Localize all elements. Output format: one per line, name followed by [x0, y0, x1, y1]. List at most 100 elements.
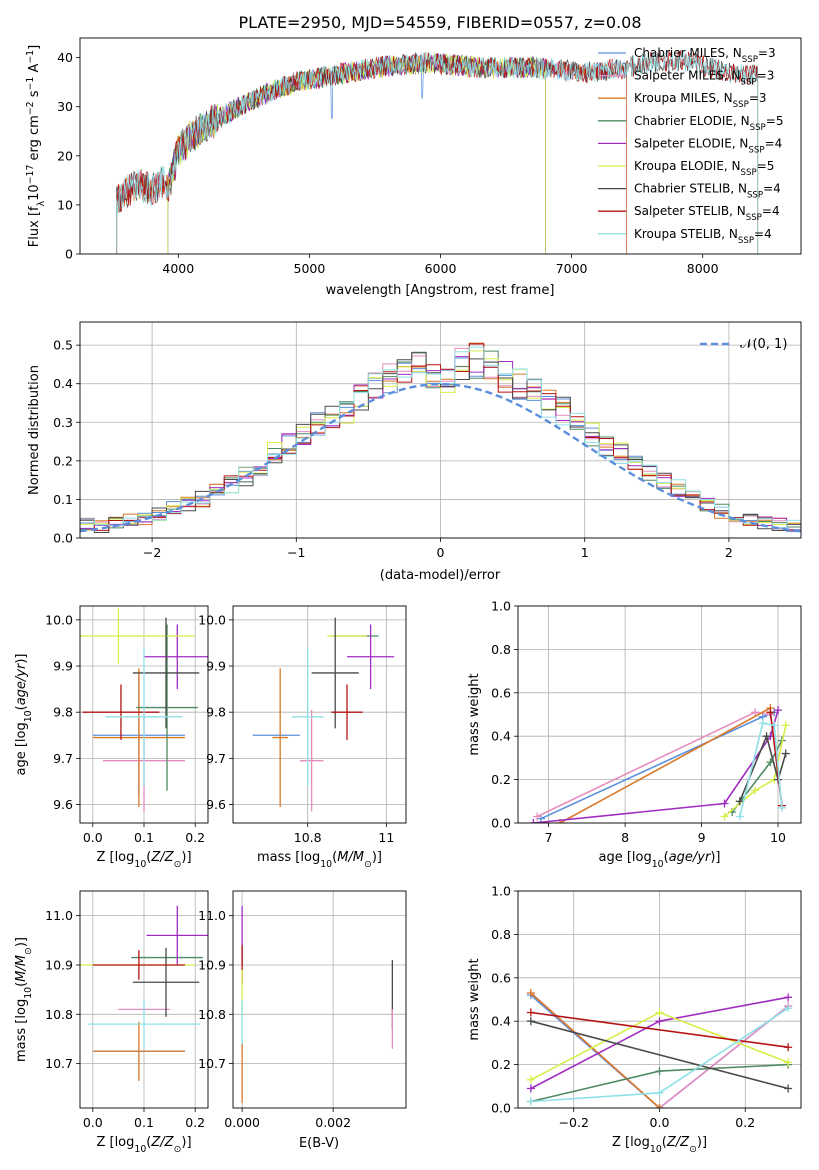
mass_vs_Z-ylabel-part: 10 [23, 987, 34, 999]
age_vs_Z-ylabel-part: age [ [14, 742, 29, 775]
residuals-ytick-label: 0.0 [53, 531, 73, 546]
weight_vs_Z-xlabel-part: Z/Z [666, 1135, 690, 1150]
age_vs_mass-xlabel-part: 10 [320, 859, 332, 870]
weight_vs_age-point [720, 799, 729, 808]
age_vs_mass-ytick-label: 9.9 [206, 659, 226, 674]
residuals-ylabel: Normed distribution [27, 365, 42, 495]
weight_vs_age-ytick-label: 0.4 [491, 729, 511, 744]
weight_vs_age-series-line [739, 722, 783, 817]
mass_vs_Z-ytick-label: 10.9 [45, 957, 73, 972]
spectrum-ytick-label: 30 [57, 99, 73, 114]
legend-entry-part: Salpeter STELIB, N [634, 204, 746, 218]
age_vs_mass-plot-area [233, 606, 406, 823]
weight_vs_age-axes: 7 8 9 10 0.0 0.2 0.4 0.6 0.8 1.0 [491, 599, 801, 845]
weight_vs_age-ytick-label: 0.6 [491, 685, 511, 700]
legend-entry-part: SSP [746, 213, 762, 223]
age_vs_mass-frame [232, 605, 407, 824]
age_vs_Z-frame [79, 605, 209, 824]
mass_vs_Z-xlabel-part: 10 [134, 1144, 146, 1155]
spectrum-ylabel-part: −17 [25, 165, 36, 185]
spectrum-ytick-label: 20 [57, 148, 73, 163]
residual-histogram [80, 350, 801, 525]
age_vs_Z-ytick-label: 9.7 [53, 751, 73, 766]
spectrum-ylabel-part: 10 [27, 184, 42, 201]
age_vs_Z-xtick-label: 0.0 [83, 830, 103, 845]
normal-curve [79, 382, 802, 533]
residuals-ytick-label: 0.5 [53, 338, 73, 353]
legend-entry-part: Chabrier MILES, N [634, 46, 742, 60]
age_vs_mass-xlabel-part: ⊙ [364, 859, 372, 870]
weight_vs_Z-point [655, 1008, 664, 1017]
legend-entry-part: =3 [749, 91, 767, 105]
weight_vs_age-point [529, 819, 538, 823]
mass_vs_Z-xlabel-part: log [115, 1135, 135, 1150]
mass_vs_Z-axes: 0.0 0.1 0.2 10.7 10.8 10.9 11.0 [45, 891, 208, 1130]
legend-entry-part: SSP [747, 191, 763, 201]
mass_vs_Z-ylabel-part: )] [14, 937, 29, 947]
residual-histogram [80, 343, 801, 531]
age_vs_Z-xlabel-part: Z/Z [150, 850, 174, 865]
spectrum-axes: 4000 5000 6000 7000 8000 0 10 20 30 40 [57, 38, 801, 276]
legend-entry-part: SSP [748, 145, 764, 155]
legend-entry-part: Chabrier ELODIE, N [634, 114, 750, 128]
legend-entry-part: SSP [742, 55, 758, 65]
weight_vs_Z-point [655, 1017, 664, 1026]
residuals-xtick-label: 0 [437, 545, 445, 560]
weight_vs_age-point [781, 749, 790, 758]
legend-entry-part: SSP [750, 123, 766, 133]
age_vs_mass-ytick-label: 9.8 [206, 705, 226, 720]
spectrum-ytick-label: 0 [65, 247, 73, 262]
weight_vs_Z-frame [517, 890, 802, 1109]
weight_vs_age-plot-area [518, 606, 801, 823]
legend-entry-part: =5 [757, 159, 775, 173]
spectrum-xtick-label: 5000 [294, 261, 326, 276]
legend-entry-part: SSP [741, 78, 757, 88]
spectrum-plot-area [80, 38, 801, 254]
age_vs_mass-axes: 10.8 11 9.6 9.7 9.8 9.9 10.0 [198, 606, 406, 845]
legend-entry: Salpeter ELODIE, NSSP=4 [634, 136, 782, 155]
mass_vs_Z-xtick-label: 0.0 [83, 1115, 103, 1130]
legend-entry-part: SSP [738, 236, 754, 246]
spectrum-ylabel-part: erg cm [27, 115, 42, 164]
age_vs_Z-ylabel: age [log10(age/yr)] [14, 653, 34, 775]
age_vs_Z-ylabel-part: log [14, 722, 29, 742]
mass_vs_Z-ylabel-part: mass [ [14, 1019, 29, 1062]
mass_vs_EBV-xtick-label: 0.002 [315, 1115, 351, 1130]
residuals-ytick-label: 0.4 [53, 376, 73, 391]
legend-entry-part: Kroupa MILES, N [634, 91, 733, 105]
mass_vs_EBV-xlabel: E(B-V) [299, 1136, 339, 1151]
weight_vs_Z-point [655, 1088, 664, 1097]
mass_vs_Z-xtick-label: 0.1 [134, 1115, 154, 1130]
legend-entry-part: Salpeter MILES, N [634, 69, 741, 83]
age_vs_mass-xlabel-part: ( [332, 850, 337, 865]
legend-entry-part: =4 [765, 136, 783, 150]
weight_vs_age-point [720, 812, 729, 821]
mass_vs_Z-ylabel-part: M/M [14, 955, 29, 982]
weight_vs_Z-ylabel: mass weight [467, 958, 482, 1040]
age_vs_mass-ytick-label: 9.7 [206, 751, 226, 766]
spectrum-ytick-label: 40 [57, 50, 73, 65]
spectrum-ylabel-part: −2 [25, 101, 36, 115]
weight_vs_age-point [751, 708, 760, 717]
age_vs_mass-xtick-label: 10.8 [294, 830, 322, 845]
weight_vs_Z-xtick-label: −0.2 [559, 1115, 589, 1130]
spectrum-ylabel-part: A [27, 64, 42, 77]
age_vs_Z-xlabel-part: ⊙ [174, 859, 182, 870]
age_vs_mass-xlabel-part: M/M [337, 850, 364, 865]
mass_vs_Z-xlabel-part: ⊙ [174, 1144, 182, 1155]
weight_vs_Z-point [526, 1017, 535, 1026]
weight_vs_age-point [735, 812, 744, 821]
weight_vs_age-point [774, 706, 783, 715]
spectrum-xtick-label: 8000 [687, 261, 719, 276]
weight_vs_age-ytick-label: 0.8 [491, 642, 511, 657]
age_vs_mass-xtick-label: 11 [378, 830, 394, 845]
residuals-frame [79, 321, 802, 539]
weight_vs_age-point [762, 732, 771, 741]
residuals-xlabel: (data-model)/error [380, 568, 501, 583]
weight_vs_Z-series-line [530, 1020, 789, 1090]
spectrum-ylabel-part: s [27, 90, 42, 101]
weight_vs_age-xlabel-part: 10 [652, 859, 664, 870]
spectrum-ylabel: Flux [fλ10−17 erg cm−2 s−1 A−1] [25, 45, 47, 247]
weight_vs_Z-xlabel: Z [log10(Z/Z⊙)] [612, 1135, 707, 1155]
age_vs_Z-xlabel-part: log [115, 850, 135, 865]
